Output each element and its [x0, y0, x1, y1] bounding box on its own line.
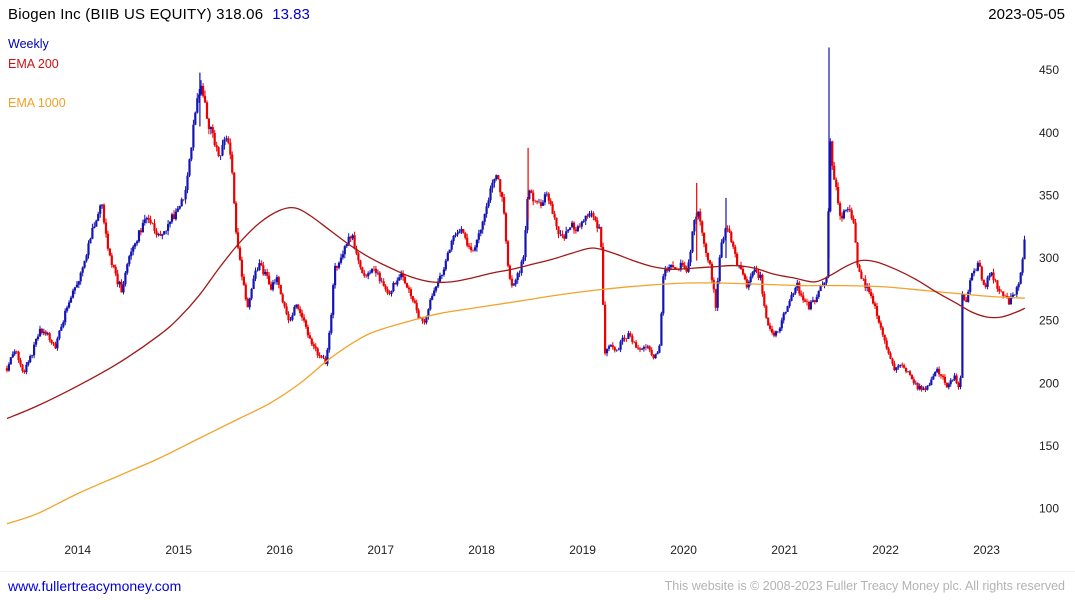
svg-text:2016: 2016 [266, 543, 293, 557]
svg-text:2014: 2014 [64, 543, 91, 557]
price-change: 13.83 [272, 6, 310, 23]
footer-link[interactable]: www.fullertreacymoney.com [8, 578, 182, 594]
svg-text:2019: 2019 [569, 543, 596, 557]
svg-text:2022: 2022 [872, 543, 899, 557]
svg-text:350: 350 [1039, 188, 1059, 202]
svg-text:400: 400 [1039, 126, 1059, 140]
svg-text:2017: 2017 [367, 543, 394, 557]
copyright-text: This website is © 2008-2023 Fuller Treac… [664, 579, 1065, 593]
titlebar: Biogen Inc (BIIB US EQUITY) 318.06 13.83… [0, 0, 1075, 26]
svg-text:2020: 2020 [670, 543, 697, 557]
chart-title: Biogen Inc (BIIB US EQUITY) 318.06 [8, 6, 264, 23]
svg-text:2015: 2015 [165, 543, 192, 557]
price-chart: 100 150 200 250 300 350 400 450 2014 2015 2016 2017… [5, 47, 1059, 557]
chart-area: 100 150 200 250 300 350 400 450 2014 2015 2016 2017… [0, 26, 1075, 571]
svg-text:300: 300 [1039, 251, 1059, 265]
svg-text:2018: 2018 [468, 543, 495, 557]
svg-text:450: 450 [1039, 63, 1059, 77]
footer: www.fullertreacymoney.com This website i… [0, 571, 1075, 600]
svg-text:100: 100 [1039, 502, 1059, 516]
chart-date: 2023-05-05 [988, 6, 1065, 23]
svg-text:150: 150 [1039, 439, 1059, 453]
svg-text:250: 250 [1039, 314, 1059, 328]
svg-text:200: 200 [1039, 376, 1059, 390]
svg-text:2021: 2021 [771, 543, 798, 557]
svg-text:2023: 2023 [973, 543, 1000, 557]
